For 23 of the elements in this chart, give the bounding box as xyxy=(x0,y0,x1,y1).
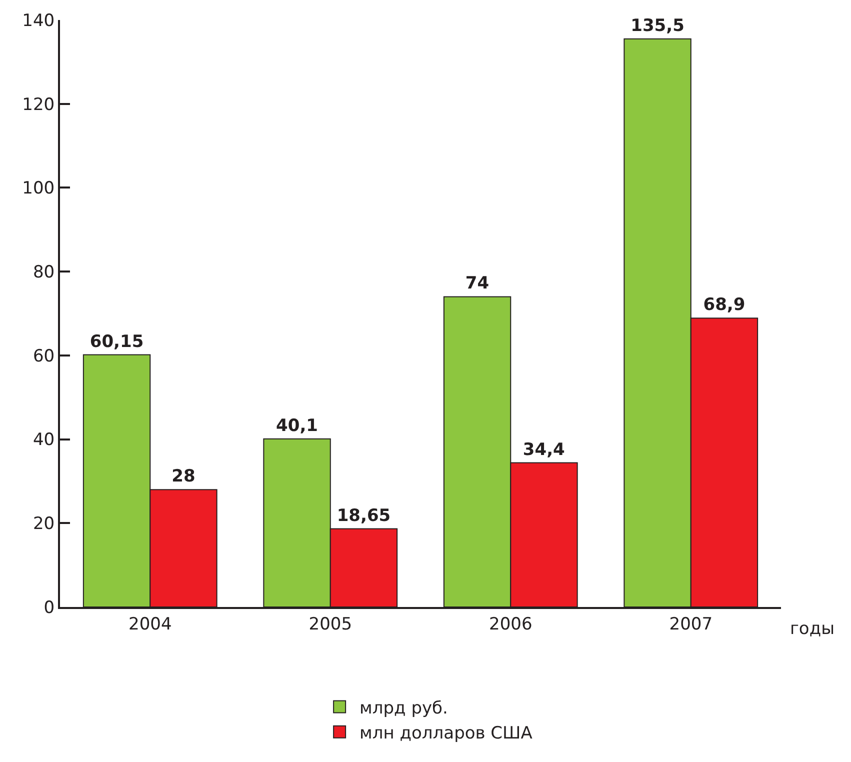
y-tick-label: 100 xyxy=(22,178,55,199)
data-label: 68,9 xyxy=(703,295,746,316)
data-label: 18,65 xyxy=(336,506,391,526)
x-tick-label: 2005 xyxy=(308,614,352,634)
y-tick-label: 0 xyxy=(44,598,55,618)
x-tick-label: 2006 xyxy=(488,614,532,634)
y-tick-label: 80 xyxy=(32,262,55,283)
y-tick-label: 120 xyxy=(22,94,55,115)
y-tick-label: 60 xyxy=(32,346,55,366)
x-axis-title: годы xyxy=(790,619,835,639)
x-tick-label: 2004 xyxy=(128,614,172,634)
data-label: 135,5 xyxy=(630,16,684,36)
legend-label: млн долларов США xyxy=(360,723,533,744)
data-label: 40,1 xyxy=(276,416,318,436)
y-tick-label: 40 xyxy=(32,430,55,450)
data-label: 34,4 xyxy=(522,440,566,460)
y-tick-label: 140 xyxy=(22,10,55,31)
legend-label: млрд руб. xyxy=(360,698,448,718)
y-tick-label: 20 xyxy=(32,514,55,534)
data-label: 28 xyxy=(172,466,196,487)
data-label: 74 xyxy=(465,274,490,294)
x-tick-label: 2007 xyxy=(669,614,713,634)
data-label: 60,15 xyxy=(90,332,144,352)
